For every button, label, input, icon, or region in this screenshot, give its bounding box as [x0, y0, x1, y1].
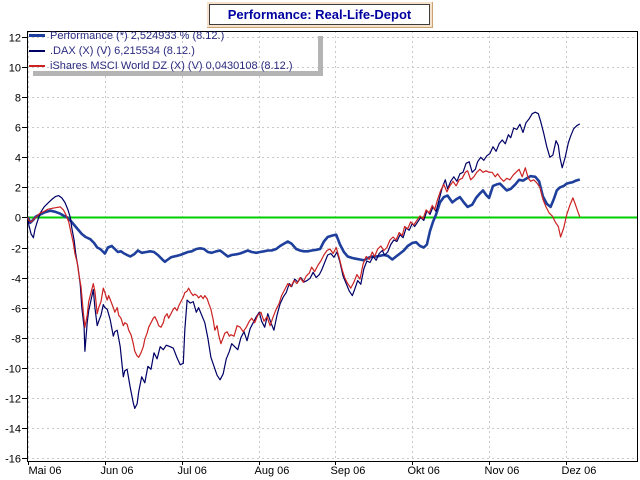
legend-item: iShares MSCI World DZ (X) (V) 0,0430108 … — [29, 58, 321, 73]
chart-title-box: Performance: Real-Life-Depot — [207, 2, 433, 28]
x-tick-label: Dez 06 — [562, 465, 597, 477]
legend-item: .DAX (X) (V) 6,215534 (8.12.) — [29, 43, 321, 58]
y-tick-label: -10 — [5, 364, 21, 376]
legend-label: .DAX (X) (V) 6,215534 (8.12.) — [50, 44, 195, 57]
y-tick-label: -2 — [11, 244, 21, 256]
plot-frame — [27, 31, 638, 462]
series-line-performance — [26, 174, 581, 264]
y-tick-label: -4 — [11, 274, 21, 286]
y-tick-label: -6 — [11, 304, 21, 316]
legend: Performance (*) 2,524933 % (8.12.) .DAX (… — [29, 28, 321, 73]
chart-title: Performance: Real-Life-Depot — [227, 7, 412, 22]
legend-swatch-icon — [29, 34, 45, 37]
x-tick-label: Mai 06 — [29, 465, 62, 477]
y-tick-label: 0 — [15, 213, 21, 225]
y-tick-label: -14 — [5, 424, 21, 436]
y-tick-label: 2 — [15, 183, 21, 195]
legend-item: Performance (*) 2,524933 % (8.12.) — [29, 28, 321, 43]
y-tick-label: 6 — [15, 123, 21, 135]
legend-swatch-icon — [29, 49, 45, 52]
y-tick-label: 8 — [15, 93, 21, 105]
x-tick-label: Jul 06 — [178, 465, 207, 477]
y-tick-label: -8 — [11, 334, 21, 346]
x-tick-label: Nov 06 — [485, 465, 520, 477]
legend-shadow-bottom — [33, 71, 323, 76]
legend-shadow-right — [318, 36, 323, 76]
y-tick-label: -16 — [5, 454, 21, 466]
legend-swatch-icon — [29, 64, 45, 67]
y-tick-label: 10 — [9, 63, 21, 75]
y-tick-label: 4 — [15, 153, 21, 165]
x-tick-label: Okt 06 — [408, 465, 440, 477]
series-line-dax — [27, 111, 581, 409]
chart-title-frame: Performance: Real-Life-Depot — [209, 4, 430, 25]
x-tick-label: Aug 06 — [255, 465, 290, 477]
x-tick-label: Sep 06 — [331, 465, 366, 477]
legend-label: iShares MSCI World DZ (X) (V) 0,0430108 … — [50, 59, 293, 72]
y-tick-label: 12 — [9, 33, 21, 45]
series-line-ishares-msci-world-dz — [27, 167, 581, 358]
x-tick-label: Jun 06 — [101, 465, 134, 477]
legend-label: Performance (*) 2,524933 % (8.12.) — [50, 29, 225, 42]
y-tick-label: -12 — [5, 394, 21, 406]
